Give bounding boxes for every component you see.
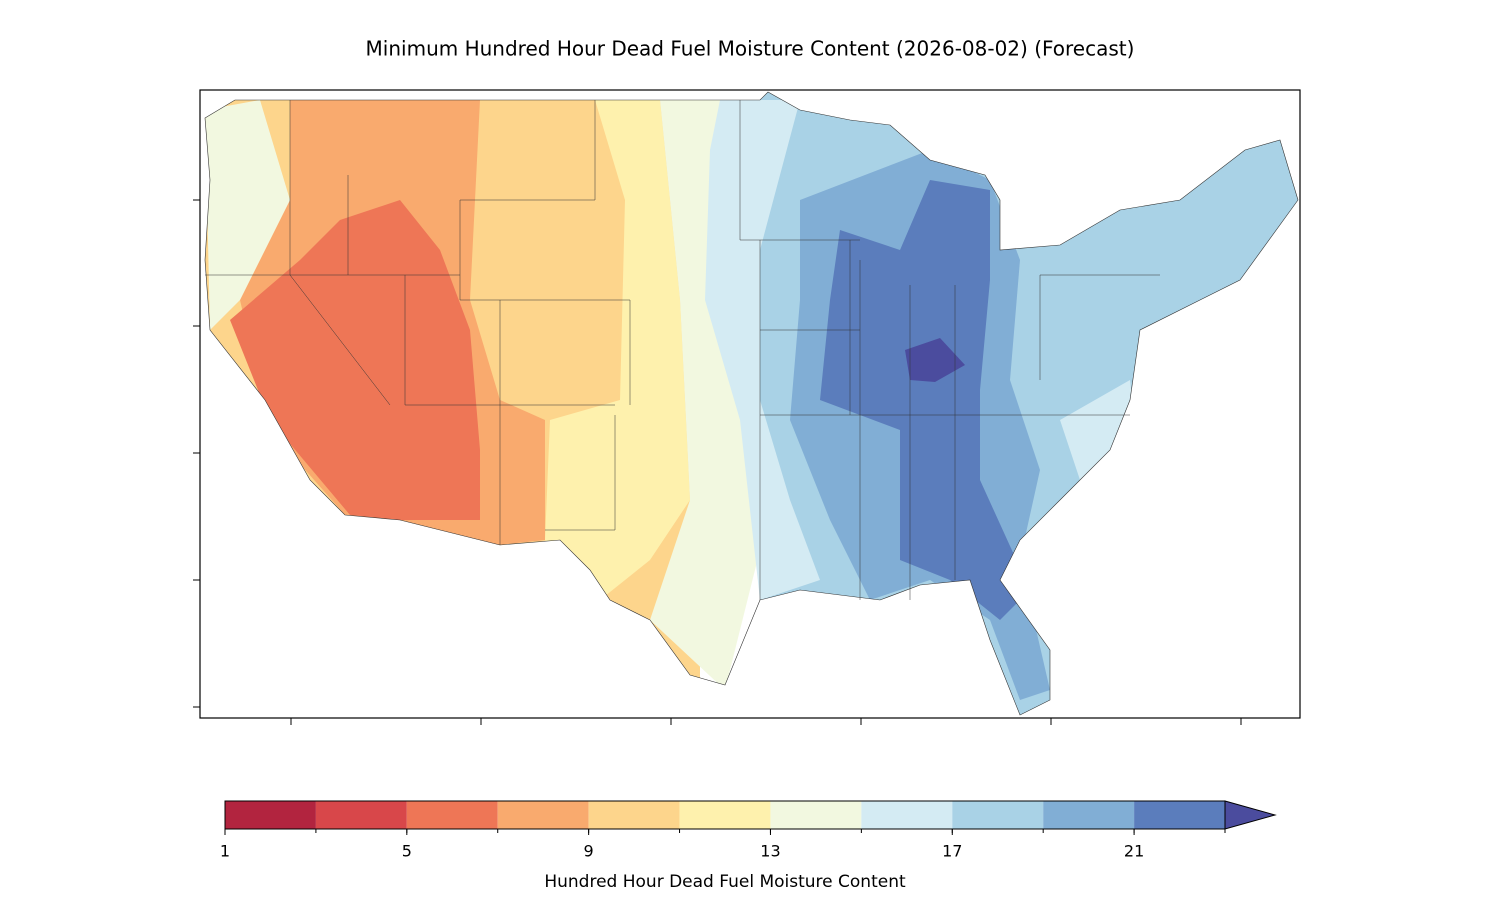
moisture-region <box>230 200 480 520</box>
colorbar-tick-label: 17 <box>942 842 962 861</box>
colorbar-tick-label: 21 <box>1124 842 1144 861</box>
colorbar-segment <box>1134 801 1225 829</box>
colorbar-segment <box>588 801 680 829</box>
colorbar-segment <box>679 801 771 829</box>
colorbar-extend <box>1224 800 1277 830</box>
colorbar-segment <box>225 801 316 829</box>
colorbar-segment <box>861 801 953 829</box>
colorbar-frame <box>224 800 1226 830</box>
moisture-region <box>545 100 690 600</box>
moisture-region <box>205 100 290 330</box>
map-fill <box>205 92 1298 715</box>
colorbar-label: Hundred Hour Dead Fuel Moisture Content <box>544 872 906 892</box>
colorbar-segment <box>770 801 862 829</box>
colorbar: 1 5 9 13 17 21 <box>220 800 1277 861</box>
colorbar-tick-label: 5 <box>402 842 412 861</box>
map-frame <box>199 89 1301 719</box>
colorbar-tick-label: 9 <box>584 842 594 861</box>
colorbar-segment <box>406 801 498 829</box>
colorbar-segment <box>315 801 407 829</box>
moisture-region <box>650 100 760 690</box>
colorbar-segment <box>497 801 589 829</box>
axis-ticks <box>193 199 1242 725</box>
moisture-region <box>705 100 820 600</box>
state-lines <box>205 100 1160 600</box>
colorbar-segment <box>1043 801 1135 829</box>
colorbar-tick-label: 1 <box>220 842 230 861</box>
colorbar-tick-label: 13 <box>760 842 780 861</box>
moisture-region <box>905 338 965 382</box>
map-title: Minimum Hundred Hour Dead Fuel Moisture … <box>366 37 1135 61</box>
moisture-region <box>820 180 1030 620</box>
colorbar-segment <box>952 801 1044 829</box>
